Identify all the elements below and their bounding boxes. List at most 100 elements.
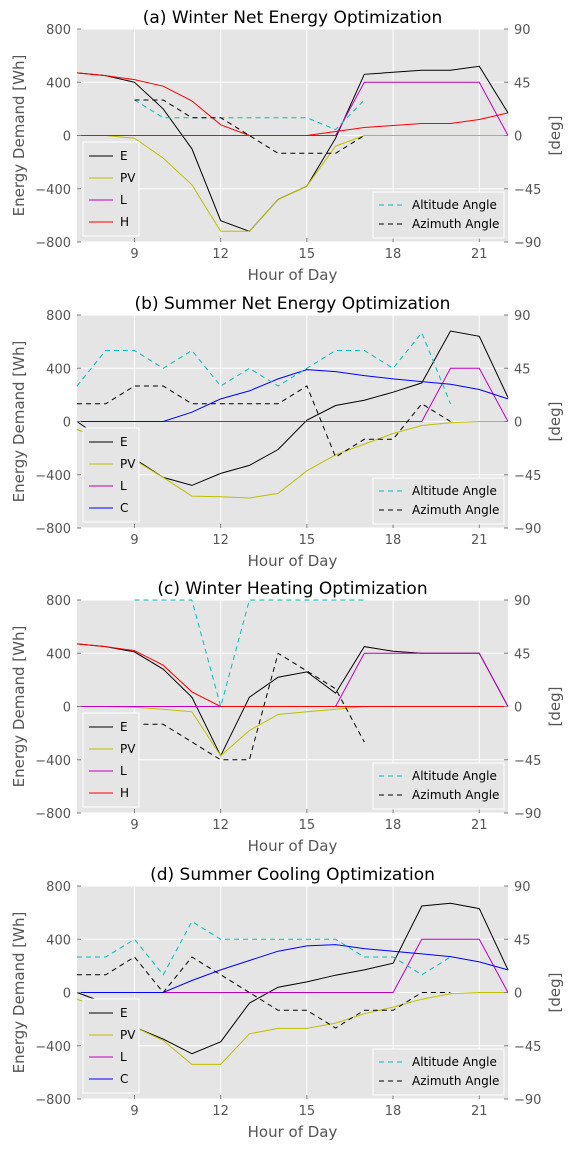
- x-tick-label: 12: [212, 533, 229, 548]
- y-axis-label: Energy Demand [Wh]: [10, 55, 28, 217]
- chart-title: (a) Winter Net Energy Optimization: [143, 8, 442, 28]
- legend-right: Altitude Angle Azimuth Angle: [372, 477, 505, 525]
- y-axis-label: Energy Demand [Wh]: [10, 341, 28, 503]
- x-tick-label: 18: [385, 247, 402, 262]
- legend-label: L: [120, 193, 127, 207]
- y-tick-label: −800: [35, 1093, 71, 1108]
- legend-label: Altitude Angle: [412, 198, 497, 212]
- legend-label: Azimuth Angle: [412, 1074, 499, 1088]
- x-tick-label: 9: [130, 1104, 138, 1119]
- y2-axis-label: [deg]: [546, 402, 564, 442]
- x-tick-label: 18: [385, 1104, 402, 1119]
- series-line-altitude-angle: [76, 331, 451, 404]
- y-tick-label: 800: [46, 309, 71, 324]
- legend-label: E: [120, 720, 128, 734]
- legend-label: C: [120, 501, 128, 515]
- series-line-h: [76, 643, 508, 707]
- y-tick-label: 800: [46, 594, 71, 609]
- x-axis-label: Hour of Day: [248, 837, 338, 855]
- legend-left: E PV LH: [82, 141, 140, 237]
- x-tick-label: 15: [299, 533, 316, 548]
- y2-tick-label: 90: [514, 594, 531, 609]
- series-line-pv: [77, 135, 508, 232]
- series-line-c: [77, 944, 509, 993]
- y-tick-label: −800: [35, 522, 71, 537]
- y-tick-label: 0: [63, 701, 71, 716]
- y2-tick-label: 0: [514, 130, 522, 145]
- y-tick-label: 400: [46, 647, 71, 662]
- y-tick-label: −400: [35, 754, 71, 769]
- y2-tick-label: −45: [514, 754, 541, 769]
- legend-label: E: [120, 149, 128, 163]
- chart-title: (d) Summer Cooling Optimization: [150, 865, 435, 885]
- legend-box: [82, 712, 140, 808]
- y2-axis-label: [deg]: [546, 116, 564, 156]
- y2-tick-label: −45: [514, 469, 541, 484]
- legend-label: Azimuth Angle: [412, 788, 499, 802]
- series-line-pv: [76, 421, 508, 499]
- chart-title: (b) Summer Net Energy Optimization: [135, 294, 451, 314]
- series-line-h: [76, 72, 509, 136]
- y2-tick-label: 0: [514, 987, 522, 1002]
- x-tick-label: 21: [471, 818, 488, 833]
- x-tick-label: 15: [299, 1104, 316, 1119]
- x-tick-label: 9: [130, 818, 138, 833]
- x-tick-label: 18: [385, 818, 402, 833]
- legend-label: E: [120, 435, 128, 449]
- legend-label: Altitude Angle: [412, 1055, 497, 1069]
- x-tick-label: 21: [471, 533, 488, 548]
- y2-tick-label: 0: [514, 416, 522, 431]
- x-tick-label: 21: [471, 1104, 488, 1119]
- x-tick-label: 18: [385, 533, 402, 548]
- y-axis-label: Energy Demand [Wh]: [10, 912, 28, 1074]
- legend-label: L: [120, 1050, 127, 1064]
- legend-right: Altitude Angle Azimuth Angle: [372, 191, 505, 239]
- legend-box: [372, 762, 505, 810]
- y-tick-label: −800: [35, 236, 71, 251]
- y-axis-label: Energy Demand [Wh]: [10, 626, 28, 788]
- y2-tick-label: 90: [514, 309, 531, 324]
- legend-label: Azimuth Angle: [412, 503, 499, 517]
- series-line-c: [77, 369, 509, 422]
- y2-tick-label: −90: [514, 522, 541, 537]
- y-tick-label: 0: [63, 130, 71, 145]
- series-line-e: [76, 902, 509, 1055]
- y-tick-label: 400: [46, 362, 71, 377]
- legend-label: Azimuth Angle: [412, 217, 499, 231]
- y-tick-label: 0: [63, 987, 71, 1002]
- legend-label: C: [120, 1072, 128, 1086]
- chart-panel-2: 9 12 15 18 21 800 400 0 −400 −800 90 45 0 −45 −90 (b) S…: [10, 294, 564, 570]
- legend-box: [372, 477, 505, 525]
- legend-label: PV: [120, 1028, 136, 1042]
- x-tick-label: 15: [299, 247, 316, 262]
- y-tick-label: 800: [46, 23, 71, 38]
- y2-axis-label: [deg]: [546, 973, 564, 1013]
- legend-label: L: [120, 479, 127, 493]
- x-tick-label: 9: [130, 533, 138, 548]
- legend-label: E: [120, 1006, 128, 1020]
- chart-title: (c) Winter Heating Optimization: [157, 579, 427, 599]
- y-tick-label: 0: [63, 416, 71, 431]
- y2-tick-label: 45: [514, 933, 531, 948]
- legend-left: E PV LH: [82, 712, 140, 808]
- legend-label: PV: [120, 457, 136, 471]
- legend-left: E PV LC: [82, 427, 140, 523]
- y-tick-label: 800: [46, 880, 71, 895]
- y2-tick-label: 45: [514, 362, 531, 377]
- y-tick-label: 400: [46, 933, 71, 948]
- series-line-e: [76, 330, 509, 486]
- y-tick-label: −800: [35, 807, 71, 822]
- series-line-azimuth-angle: [77, 956, 451, 1029]
- legend-box: [82, 141, 140, 237]
- y2-tick-label: −45: [514, 183, 541, 198]
- y2-tick-label: 90: [514, 880, 531, 895]
- legend-box: [82, 998, 140, 1094]
- x-tick-label: 21: [471, 247, 488, 262]
- series-line-azimuth-angle: [134, 99, 365, 154]
- chart-panel-4: 9 12 15 18 21 800 400 0 −400 −800 90 45 0 −45 −90 (d) S…: [10, 865, 564, 1141]
- y2-tick-label: 0: [514, 701, 522, 716]
- chart-panel-1: 9 12 15 18 21 800 400 0 −400 −800 90 45 0 −45 −90 (a) W…: [10, 8, 564, 284]
- x-tick-label: 12: [212, 1104, 229, 1119]
- series-line-altitude-angle: [134, 599, 365, 709]
